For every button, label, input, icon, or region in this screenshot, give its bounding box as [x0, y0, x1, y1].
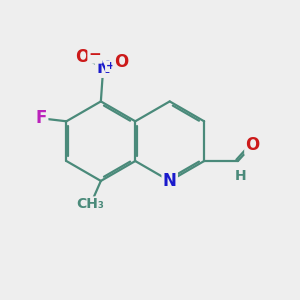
Text: +: +	[106, 61, 115, 71]
Text: O: O	[76, 48, 90, 66]
Text: CH₃: CH₃	[76, 197, 104, 212]
Text: O: O	[245, 136, 260, 154]
Text: F: F	[36, 109, 47, 127]
Text: O: O	[114, 53, 128, 71]
Text: N: N	[163, 172, 177, 190]
Text: N: N	[96, 58, 110, 76]
Text: H: H	[235, 169, 246, 183]
Text: −: −	[88, 47, 101, 62]
